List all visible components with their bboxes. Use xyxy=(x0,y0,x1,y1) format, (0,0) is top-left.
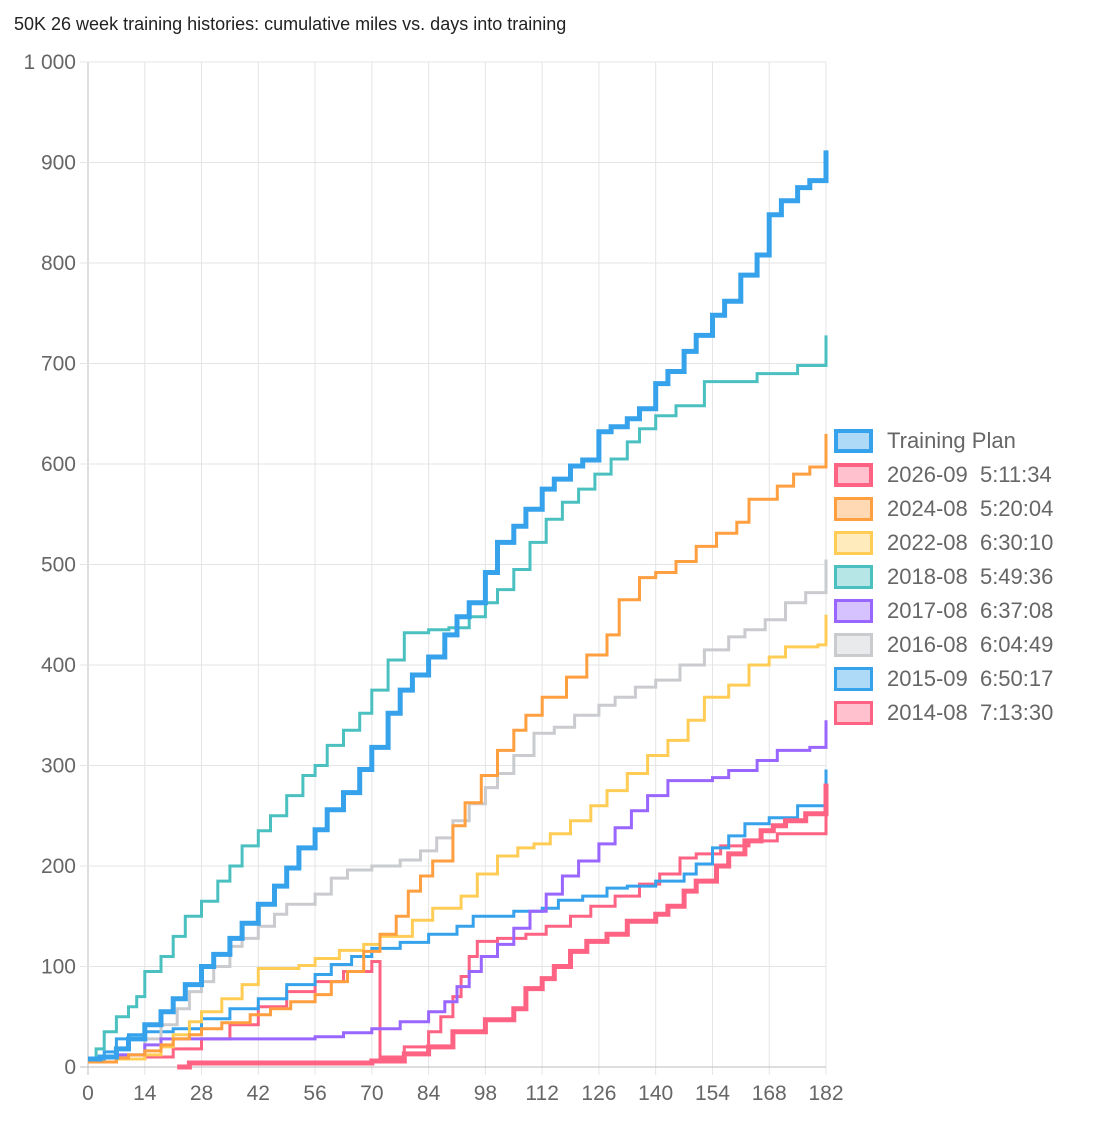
series-line xyxy=(177,783,829,1070)
series-line xyxy=(96,769,828,1064)
y-tick-label: 500 xyxy=(41,554,76,577)
y-tick-label: 600 xyxy=(41,453,76,476)
legend-label: 2018-08 5:49:36 xyxy=(887,564,1054,589)
axes: 0 14 28 42 56 70 84 98 112 126 140 154 168 182 0 100 200… xyxy=(23,51,843,1105)
y-tick-label: 1 000 xyxy=(23,51,76,74)
x-tick-label: 84 xyxy=(417,1082,441,1105)
x-tick-label: 182 xyxy=(808,1082,843,1105)
legend-item[interactable]: 2015-09 6:50:17 xyxy=(834,662,1053,696)
x-tick-label: 126 xyxy=(581,1082,616,1105)
y-tick-label: 700 xyxy=(41,353,76,376)
legend-label: 2024-08 5:20:04 xyxy=(887,496,1054,521)
y-tick-label: 900 xyxy=(41,152,76,175)
y-tick-label: 300 xyxy=(41,755,76,778)
series-line xyxy=(88,433,828,1064)
legend-swatch xyxy=(834,497,873,521)
legend-item[interactable]: 2018-08 5:49:36 xyxy=(834,560,1053,594)
legend-label: Training Plan xyxy=(887,428,1016,453)
x-tick-label: 154 xyxy=(695,1082,730,1105)
legend-item[interactable]: 2016-08 6:04:49 xyxy=(834,628,1053,662)
y-tick-label: 400 xyxy=(41,654,76,677)
legend-item[interactable]: 2024-08 5:20:04 xyxy=(834,492,1053,526)
chart-title: 50K 26 week training histories: cumulati… xyxy=(14,14,567,34)
legend-item[interactable]: 2014-08 7:13:30 xyxy=(834,696,1053,730)
y-tick-label: 100 xyxy=(41,956,76,979)
legend-swatch xyxy=(834,429,873,453)
legend: Training Plan 2026-09 5:11:34 2024-08 5:20… xyxy=(834,424,1053,730)
legend-item[interactable]: 2026-09 5:11:34 xyxy=(834,458,1053,492)
legend-swatch xyxy=(834,667,873,691)
legend-label: 2022-08 6:30:10 xyxy=(887,530,1054,555)
legend-swatch xyxy=(834,633,873,657)
series-line xyxy=(88,335,828,1061)
series-line xyxy=(88,720,828,1064)
series-line xyxy=(88,150,829,1062)
y-tick-label: 800 xyxy=(41,252,76,275)
x-tick-label: 0 xyxy=(82,1082,94,1105)
x-tick-label: 14 xyxy=(133,1082,157,1105)
x-tick-label: 112 xyxy=(525,1082,558,1105)
legend-label: 2026-09 5:11:34 xyxy=(887,462,1052,487)
legend-label: 2017-08 6:37:08 xyxy=(887,598,1054,623)
legend-label: 2014-08 7:13:30 xyxy=(887,700,1054,725)
legend-label: 2015-09 6:50:17 xyxy=(887,666,1054,691)
x-tick-label: 168 xyxy=(752,1082,787,1105)
x-tick-label: 98 xyxy=(474,1082,497,1105)
x-tick-label: 42 xyxy=(247,1082,270,1105)
legend-swatch xyxy=(834,565,873,589)
legend-swatch xyxy=(834,531,873,555)
x-tick-label: 140 xyxy=(638,1082,673,1105)
legend-item[interactable]: 2022-08 6:30:10 xyxy=(834,526,1053,560)
legend-swatch xyxy=(834,599,873,623)
series-layer xyxy=(88,150,829,1070)
legend-swatch xyxy=(834,463,873,487)
x-tick-label: 70 xyxy=(360,1082,383,1105)
x-tick-label: 56 xyxy=(303,1082,326,1105)
y-tick-label: 200 xyxy=(41,855,76,878)
x-tick-label: 28 xyxy=(190,1082,213,1105)
legend-item[interactable]: 2017-08 6:37:08 xyxy=(834,594,1053,628)
legend-swatch xyxy=(834,701,873,725)
legend-label: 2016-08 6:04:49 xyxy=(887,632,1054,657)
grid xyxy=(80,61,827,1075)
series-line xyxy=(88,795,828,1064)
legend-item[interactable]: Training Plan xyxy=(834,424,1053,458)
series-line xyxy=(88,614,828,1064)
y-tick-label: 0 xyxy=(64,1056,76,1079)
